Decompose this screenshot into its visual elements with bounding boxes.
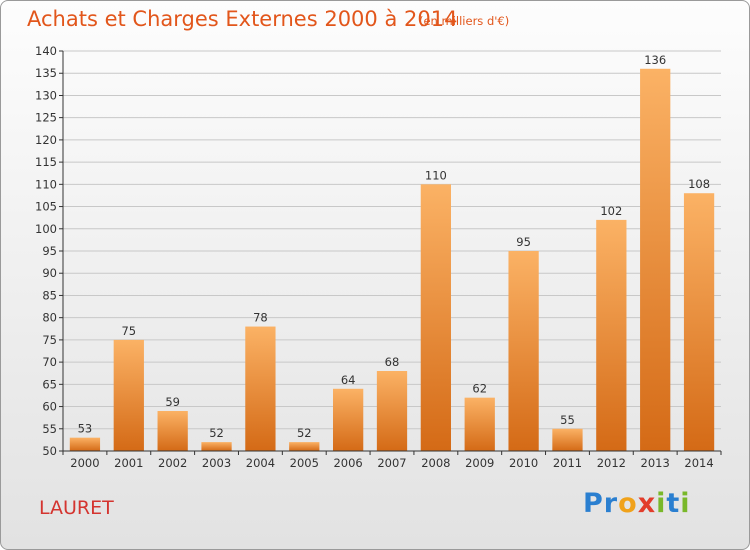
y-tick-label: 75 [42,333,57,347]
y-tick-label: 100 [35,222,57,236]
x-tick-label: 2000 [70,456,99,470]
bar-2005 [289,442,320,451]
y-tick-label: 70 [42,355,57,369]
data-label: 55 [560,413,575,427]
data-label: 95 [516,235,531,249]
chart-title: Achats et Charges Externes 2000 à 2014 [27,7,458,31]
y-tick-label: 125 [35,111,57,125]
y-tick-label: 80 [42,311,57,325]
logo-letter: t [666,488,681,519]
x-tick-label: 2012 [597,456,626,470]
bar-2001 [113,339,144,451]
logo-letter: P [583,488,604,519]
x-tick-label: 2004 [246,456,275,470]
data-label: 52 [297,426,312,440]
y-tick-label: 130 [35,88,57,102]
x-tick-label: 2008 [421,456,450,470]
data-label: 75 [121,324,136,338]
bar-2008 [420,184,452,452]
proxiti-logo[interactable]: Proxiti [583,488,691,519]
bar-2007 [376,371,408,451]
logo-letter: o [618,488,638,519]
x-tick-label: 2009 [465,456,494,470]
y-tick-label: 140 [35,44,57,58]
data-label: 110 [425,168,447,182]
y-tick-label: 50 [42,444,57,458]
bar-2004 [245,326,276,451]
x-tick-label: 2005 [290,456,319,470]
bar-2010 [508,251,539,451]
bar-2012 [596,219,627,451]
data-label: 52 [209,426,224,440]
logo-letter: x [637,488,657,519]
data-label: 108 [688,177,710,191]
y-tick-label: 120 [35,133,57,147]
axes [59,50,722,455]
data-label: 68 [385,355,400,369]
bars [69,68,715,452]
x-tick-label: 2002 [158,456,187,470]
data-label: 64 [341,373,356,387]
bar-2011 [552,428,583,451]
y-tick-label: 95 [42,244,57,258]
y-tick-label: 65 [42,377,57,391]
x-tick-label: 2001 [114,456,143,470]
y-tick-label: 85 [42,288,57,302]
bar-2014 [683,193,715,451]
y-tick-label: 60 [42,400,57,414]
x-tick-label: 2013 [641,456,670,470]
bar-2013 [640,68,671,452]
tick-labels: 50 55 60 65 70 75 80 85 90 95 100 105 110 115 120 125 13… [35,44,714,470]
bar-2006 [332,388,364,451]
y-tick-label: 90 [42,266,57,280]
y-tick-label: 110 [35,177,57,191]
data-label: 102 [600,204,622,218]
commune-name: LAURET [39,497,114,519]
x-tick-label: 2003 [202,456,231,470]
data-label: 136 [644,53,666,67]
y-tick-label: 115 [35,155,57,169]
x-tick-label: 2007 [377,456,406,470]
bar-2002 [157,411,188,451]
x-tick-label: 2014 [684,456,713,470]
x-tick-label: 2010 [509,456,538,470]
chart-unit-label: (en milliers d'€) [419,14,510,28]
y-tick-label: 55 [42,422,57,436]
data-label: 59 [165,395,180,409]
y-tick-label: 135 [35,66,57,80]
data-label: 53 [78,422,93,436]
logo-letter: i [656,488,667,519]
x-tick-label: 2006 [333,456,362,470]
data-label: 62 [472,382,487,396]
bar-2003 [201,442,232,451]
logo-letter: r [603,488,619,519]
x-tick-label: 2011 [553,456,582,470]
y-tick-label: 105 [35,200,57,214]
logo-letter: i [680,488,691,519]
bar-2000 [69,437,101,451]
data-label: 78 [253,311,268,325]
bar-2009 [464,397,495,451]
